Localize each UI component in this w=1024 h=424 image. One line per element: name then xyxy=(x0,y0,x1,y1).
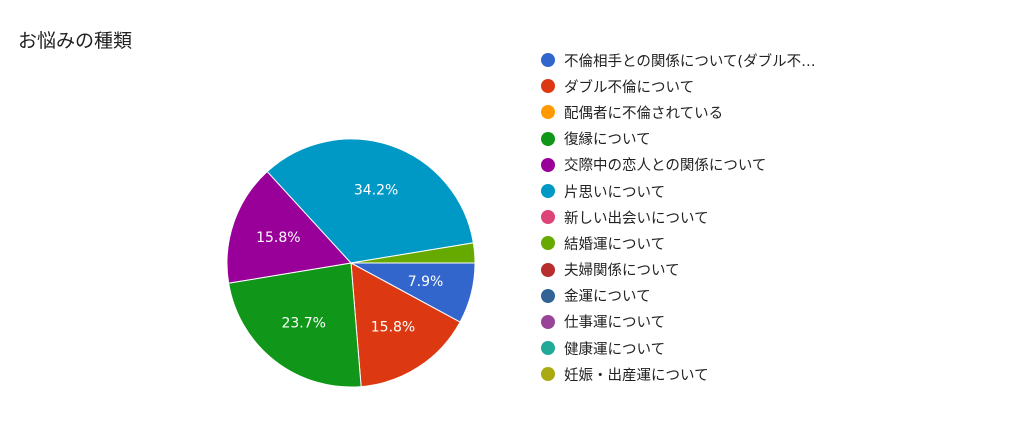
legend-label: 復縁について xyxy=(564,132,651,149)
legend-label: 金運について xyxy=(564,289,651,306)
legend-label: 仕事運について xyxy=(564,315,666,332)
legend-label: 夫婦関係について xyxy=(564,263,680,280)
legend-label: 不倫相手との関係について(ダブル不… xyxy=(564,53,816,70)
pie-slice-7 xyxy=(350,242,476,264)
legend-item: 新しい出会いについて xyxy=(541,204,816,230)
pie-slice-5 xyxy=(266,138,474,264)
legend-label: 健康運について xyxy=(564,341,666,358)
legend-swatch-icon xyxy=(541,236,555,251)
legend-label: 新しい出会いについて xyxy=(564,210,709,227)
chart-legend: 不倫相手との関係について(ダブル不… ダブル不倫について配偶者に不倫されている 復縁… xyxy=(541,47,816,387)
legend-item: 夫婦関係について xyxy=(541,257,816,283)
pie-slice-label-0: 7.9% xyxy=(408,274,444,290)
legend-item: 復縁について xyxy=(541,126,816,152)
legend-item: 仕事運について xyxy=(541,309,816,335)
legend-label: 妊娠・出産運について xyxy=(564,367,709,384)
pie-slice-1 xyxy=(350,262,461,388)
pie-slice-label-5: 34.2% xyxy=(354,182,398,198)
legend-item: 結婚運について xyxy=(541,230,816,256)
pie-slice-label-3: 23.7% xyxy=(281,316,325,332)
legend-label: 片思いについて xyxy=(564,184,666,201)
legend-label: 配偶者に不倫されている xyxy=(564,105,724,122)
legend-item: 健康運について xyxy=(541,335,816,361)
legend-item: 配偶者に不倫されている xyxy=(541,99,816,125)
legend-item: ダブル不倫について xyxy=(541,73,816,99)
pie-slice-label-1: 15.8% xyxy=(371,319,415,335)
legend-label: ダブル不倫について xyxy=(564,79,695,96)
legend-swatch-icon xyxy=(541,341,555,356)
pie-slice-label-4: 15.8% xyxy=(256,230,300,246)
legend-label: 結婚運について xyxy=(564,236,666,253)
legend-swatch-icon xyxy=(541,131,555,146)
legend-swatch-icon xyxy=(541,314,555,329)
legend-item: 交際中の恋人との関係について xyxy=(541,152,816,178)
legend-swatch-icon xyxy=(541,288,555,303)
chart-title: お悩みの種類 xyxy=(18,30,133,52)
legend-swatch-icon xyxy=(541,367,555,382)
legend-swatch-icon xyxy=(541,262,555,277)
legend-label: 交際中の恋人との関係について xyxy=(564,158,767,175)
legend-item: 片思いについて xyxy=(541,178,816,204)
legend-swatch-icon xyxy=(541,79,555,94)
legend-swatch-icon xyxy=(541,53,555,68)
legend-item: 妊娠・出産運について xyxy=(541,361,816,387)
legend-item: 金運について xyxy=(541,283,816,309)
legend-swatch-icon xyxy=(541,210,555,225)
legend-swatch-icon xyxy=(541,157,555,172)
pie-slice-4 xyxy=(226,170,352,284)
legend-swatch-icon xyxy=(541,184,555,199)
pie-slice-3 xyxy=(228,262,362,388)
legend-item: 不倫相手との関係について(ダブル不… xyxy=(541,47,816,73)
legend-swatch-icon xyxy=(541,105,555,120)
